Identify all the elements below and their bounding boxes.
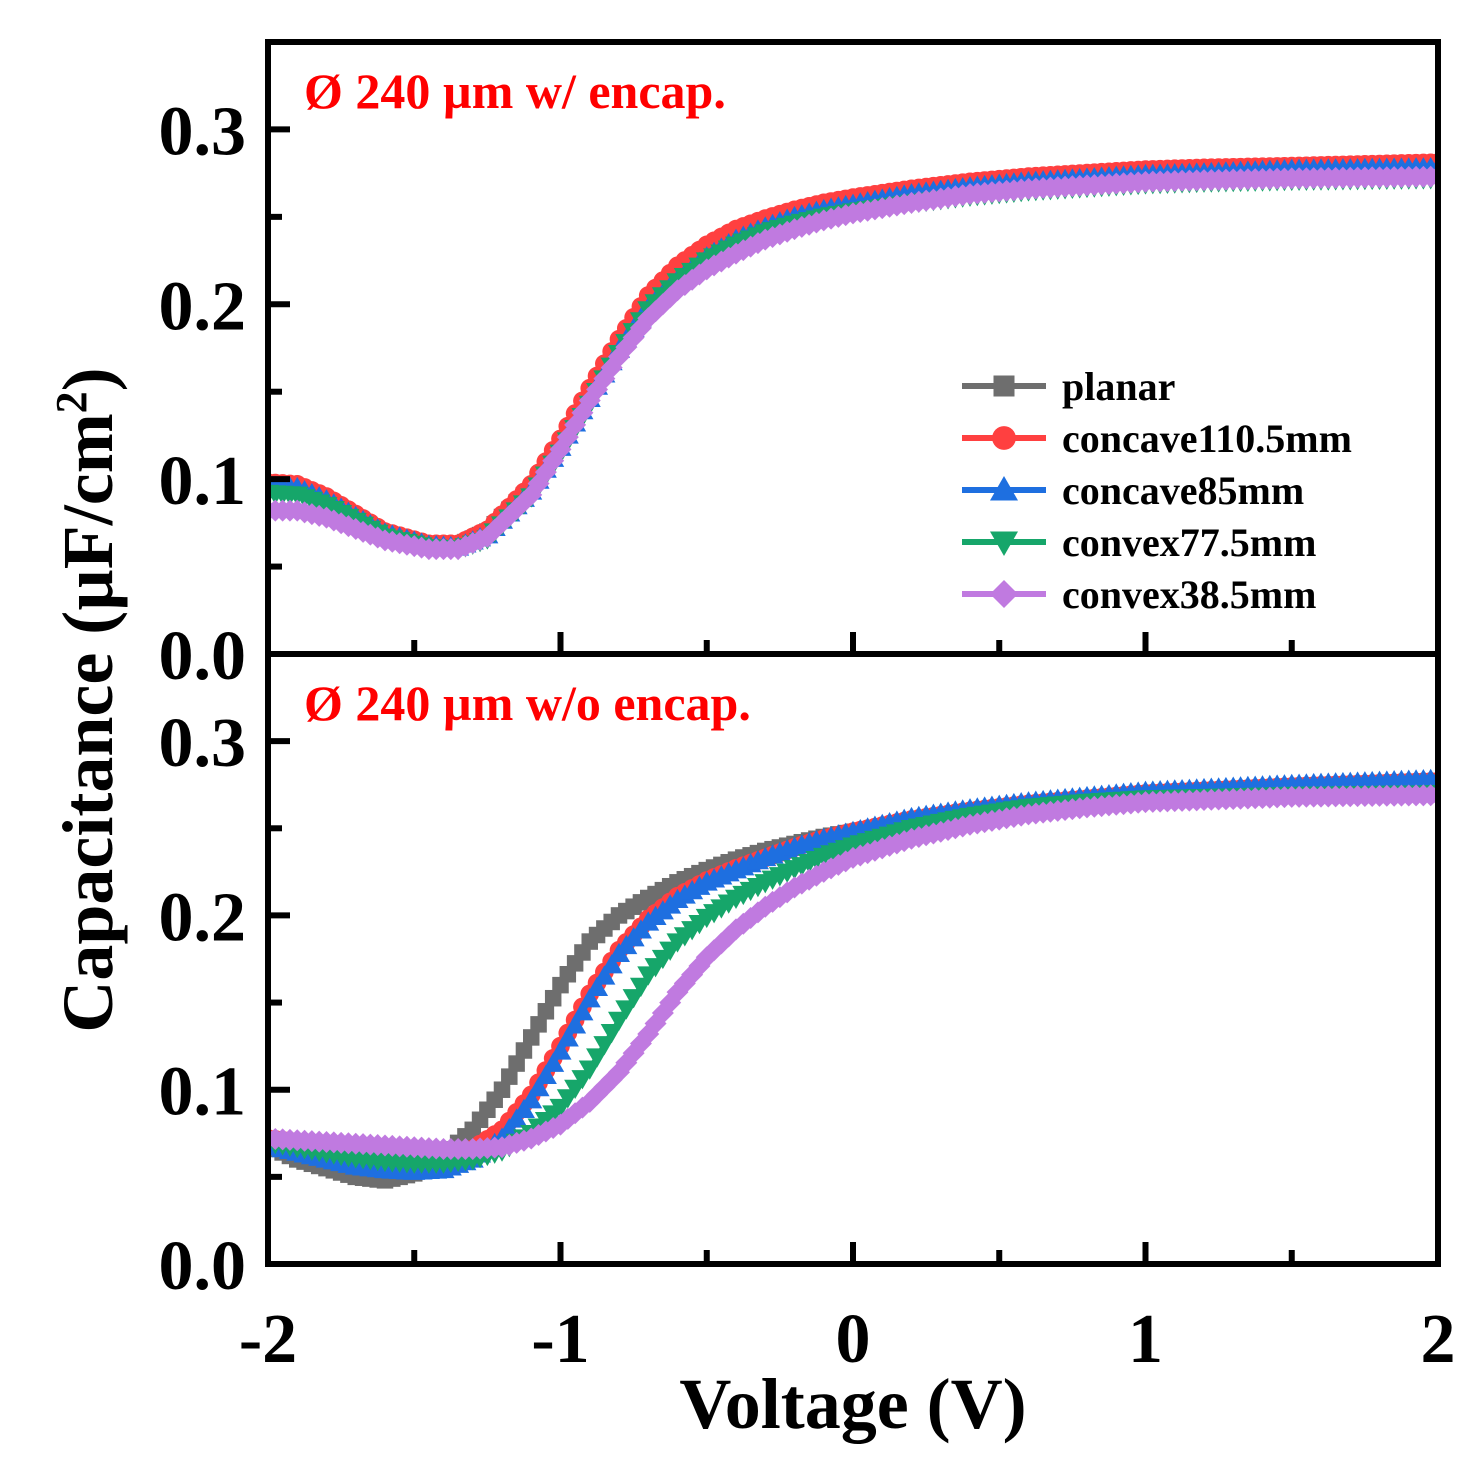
y-axis-title: Capacitance (µF/cm2) (47, 367, 128, 1032)
series-convex77.5mm (268, 785, 1438, 1174)
legend-marker (992, 426, 1016, 450)
y-tick-label: 0.0 (159, 618, 247, 695)
data-point (537, 1003, 555, 1020)
x-tick-label: -1 (531, 1301, 589, 1378)
data-point (600, 1023, 623, 1044)
legend-marker (990, 531, 1018, 556)
x-tick-label: 1 (1128, 1301, 1163, 1378)
data-point (629, 977, 652, 998)
data-point (520, 1089, 543, 1109)
data-point (622, 989, 645, 1009)
panel-1: 0.0 0.1 0.2 0.3 Ø 240 µm w/ encap. (159, 39, 1441, 695)
legend-label: planar (1062, 364, 1175, 409)
legend-label: convex38.5mm (1062, 572, 1316, 617)
data-point (571, 1001, 594, 1021)
y-tick-label: 0.3 (159, 93, 247, 170)
data-point (542, 1052, 565, 1072)
panel-label: Ø 240 µm w/ encap. (304, 63, 726, 119)
plot-area-2 (268, 768, 1438, 1189)
x-tick-label: 0 (836, 1301, 871, 1378)
data-point (523, 1029, 540, 1046)
y-tick-label: 0.1 (159, 443, 247, 520)
data-point (556, 1027, 579, 1047)
plot-area-1 (268, 153, 1438, 561)
legend-marker (990, 580, 1018, 608)
legend-marker (993, 375, 1015, 397)
data-point (508, 1055, 525, 1072)
x-tick-label: -2 (239, 1301, 297, 1378)
data-point (530, 1016, 547, 1033)
data-point (586, 1048, 609, 1068)
y-tick-label: 0.2 (159, 268, 247, 345)
data-point (549, 1040, 572, 1060)
data-point (493, 1081, 511, 1098)
series-concave85mm (268, 768, 1438, 1180)
panels-layer: 0.00.10.20.3Ø 240 µm w/ encap.0.00.10.20… (159, 39, 1441, 1305)
legend-item: convex38.5mm (962, 572, 1316, 617)
legend-label: concave110.5mm (1062, 416, 1352, 461)
legend-label: convex77.5mm (1062, 520, 1316, 565)
legend-marker (990, 476, 1018, 501)
data-point (564, 1014, 587, 1034)
data-point (593, 965, 616, 985)
x-tick-label: 2 (1421, 1301, 1456, 1378)
data-point (608, 1011, 630, 1031)
y-tick-label: 0.0 (159, 1228, 247, 1305)
y-tick-label: 0.1 (159, 1054, 247, 1131)
legend-item: concave110.5mm (962, 416, 1352, 461)
panel-label: Ø 240 µm w/o encap. (304, 675, 751, 731)
series-convex38.5mm (268, 165, 1438, 561)
data-point (527, 1076, 550, 1097)
data-point (491, 511, 513, 534)
data-point (544, 989, 562, 1007)
legend-item: convex77.5mm (962, 520, 1316, 565)
legend-item: planar (962, 364, 1175, 409)
x-tick-labels: -2 -1 0 1 2 (239, 1301, 1456, 1378)
data-point (615, 1000, 638, 1020)
legend-label: concave85mm (1062, 468, 1304, 513)
series-convex38.5mm (268, 784, 1438, 1160)
y-tick-label: 0.2 (159, 879, 247, 956)
data-point (578, 1060, 601, 1080)
data-point (534, 1064, 557, 1085)
data-point (586, 976, 609, 997)
data-point (578, 988, 601, 1008)
x-axis-title: Voltage (V) (679, 1364, 1026, 1444)
panel-2: 0.0 0.1 0.2 0.3 Ø 240 µm w/o encap. (159, 651, 1441, 1305)
data-point (593, 1036, 616, 1056)
data-point (515, 1042, 533, 1059)
legend: planar concave110.5mm concave85mm convex77.… (962, 364, 1352, 617)
y-tick-label: 0.3 (159, 705, 247, 782)
data-point (501, 1068, 518, 1085)
legend-item: concave85mm (962, 468, 1304, 513)
data-point (600, 954, 623, 974)
